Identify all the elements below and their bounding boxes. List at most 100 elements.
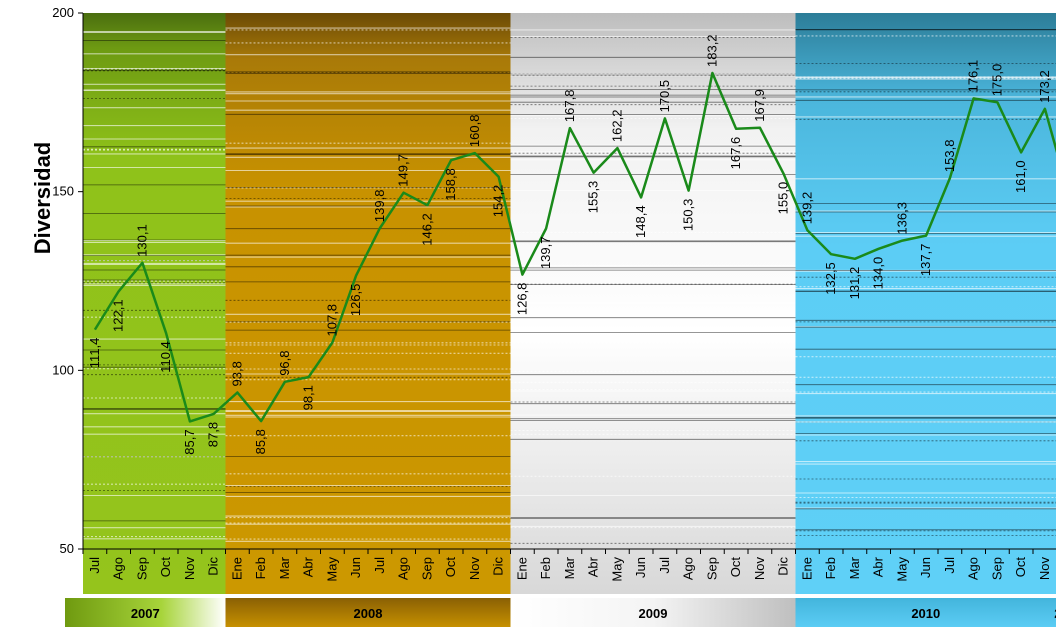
x-tick-label: Feb [253, 557, 268, 579]
y-tick-label: 100 [52, 362, 74, 377]
x-tick-label: Ago [681, 557, 696, 580]
x-tick-label: Nov [752, 557, 767, 581]
year-label: 2011 [1054, 606, 1056, 621]
x-tick-label: Dic [491, 557, 506, 576]
data-label: 167,6 [728, 137, 743, 170]
data-label: 148,4 [633, 205, 648, 238]
x-tick-label: Nov [1037, 557, 1052, 581]
data-label: 126,8 [514, 283, 529, 316]
data-label: 139,8 [372, 190, 387, 223]
year-label: 2008 [354, 606, 383, 621]
x-tick-label: Dic [206, 557, 221, 576]
x-tick-label: Sep [704, 557, 719, 580]
data-label: 175,0 [989, 64, 1004, 97]
x-tick-label: Ago [396, 557, 411, 580]
band-2007 [83, 13, 226, 594]
data-label: 170,5 [657, 80, 672, 113]
band-2008 [225, 13, 511, 594]
band-texture-lines [83, 27, 1056, 544]
x-tick-label: Dic [776, 557, 791, 576]
data-label: 176,1 [966, 60, 981, 93]
x-tick-label: May [609, 557, 624, 582]
year-label: 2009 [639, 606, 668, 621]
data-label: 150,3 [681, 199, 696, 232]
x-tick-label: May [894, 557, 909, 582]
x-tick-label: Jul [87, 557, 102, 574]
x-tick-label: Jun [348, 557, 363, 578]
x-tick-label: Nov [182, 557, 197, 581]
x-tick-label: Ene [799, 557, 814, 580]
data-label: 136,3 [894, 202, 909, 235]
x-tick-label: Jun [918, 557, 933, 578]
x-tick-label: Ene [229, 557, 244, 580]
axes: 50 100 150 200 [52, 5, 1056, 556]
x-tick-label: Oct [1013, 557, 1028, 578]
x-tick-label: Ago [966, 557, 981, 580]
data-label: 110,4 [158, 341, 173, 373]
y-tick-label: 50 [60, 541, 74, 556]
data-label: 98,1 [301, 385, 316, 410]
x-tick-label: Jul [372, 557, 387, 574]
data-labels: 111,4 122,1 130,1 110,4 85,7 87,8 93,8 85,8 96,8… [87, 34, 1052, 454]
year-bar-2009 [510, 598, 796, 627]
x-tick-label: Feb [823, 557, 838, 579]
y-tick-label: 150 [52, 184, 74, 199]
x-tick-label: Nov [467, 557, 482, 581]
data-label: 137,7 [918, 244, 933, 277]
data-label: 131,2 [847, 267, 862, 300]
data-label: 139,2 [799, 192, 814, 225]
y-axis-title: Diversidad [30, 142, 55, 255]
x-tick-label: Mar [847, 556, 862, 579]
data-label: 132,5 [823, 262, 838, 295]
data-label: 139,7 [538, 237, 553, 270]
data-label: 96,8 [277, 350, 292, 375]
series-layer [93, 71, 1056, 423]
data-label: 153,8 [942, 140, 957, 173]
x-tick-label: Abr [871, 556, 886, 577]
data-label: 149,7 [396, 154, 411, 187]
x-axis-labels: Jul Ago Sep Oct Nov Dic Ene Feb Mar Abr May Jun Jul A… [87, 556, 1052, 581]
x-tick-label: Sep [989, 557, 1004, 580]
year-bar-2008 [225, 598, 511, 627]
data-label: 146,2 [419, 213, 434, 246]
x-tick-label: Mar [562, 556, 577, 579]
year-bar-2010 [795, 598, 1056, 627]
data-label: 167,9 [752, 89, 767, 122]
x-tick-label: Abr [586, 556, 601, 577]
data-label: 167,8 [562, 90, 577, 123]
data-label: 111,4 [87, 338, 102, 369]
data-label: 155,3 [586, 181, 601, 214]
x-tick-label: Feb [538, 557, 553, 579]
band-2009 [510, 13, 796, 594]
year-label: 2007 [131, 606, 160, 621]
x-tick-label: Jun [633, 557, 648, 578]
data-label: 126,5 [348, 284, 363, 317]
x-tick-label: Mar [277, 556, 292, 579]
year-bar-2007 [65, 598, 226, 627]
y-tick-label: 200 [52, 5, 74, 20]
data-label: 87,8 [206, 422, 221, 447]
data-label: 162,2 [609, 110, 624, 143]
data-label: 134,0 [871, 257, 886, 290]
x-tick-label: Sep [419, 557, 434, 580]
x-tick-label: Abr [301, 556, 316, 577]
x-tick-label: Oct [728, 557, 743, 578]
x-tick-label: Jul [942, 557, 957, 574]
data-label: 85,7 [182, 429, 197, 454]
x-tick-label: Oct [443, 557, 458, 578]
data-label: 155,0 [776, 182, 791, 215]
year-bar: 2007 2008 2009 2010 2011 [65, 598, 1056, 627]
data-label: 183,2 [704, 34, 719, 67]
data-label: 107,8 [324, 304, 339, 337]
data-label: 160,8 [467, 115, 482, 148]
x-tick-label: Sep [134, 557, 149, 580]
data-label: 85,8 [253, 429, 268, 454]
x-tick-label: May [324, 557, 339, 582]
x-tick-label: Ene [514, 557, 529, 580]
series-line [93, 71, 1056, 423]
data-label: 158,8 [443, 168, 458, 201]
data-label: 161,0 [1013, 160, 1028, 193]
data-label: 130,1 [134, 224, 149, 257]
data-label: 93,8 [229, 361, 244, 386]
x-tick-label: Jul [657, 557, 672, 574]
